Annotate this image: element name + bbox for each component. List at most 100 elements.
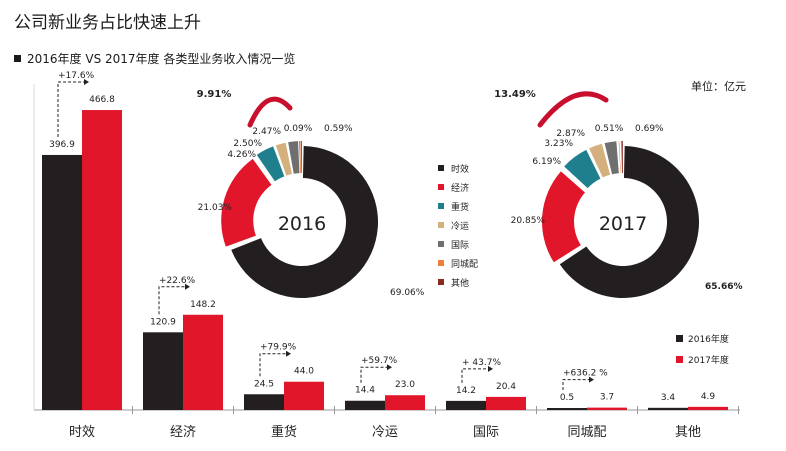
growth-arrow-line (461, 368, 488, 383)
legend-swatch-2016 (676, 335, 683, 342)
donut-slice (231, 146, 378, 298)
growth-label: +79.9% (260, 343, 297, 353)
donut-hole (580, 179, 666, 265)
donut-slice (221, 158, 272, 247)
donut-legend-swatch (438, 260, 444, 266)
donut-slice (256, 146, 285, 182)
growth-arrow-line (158, 286, 185, 315)
bar-2017-0 (82, 110, 122, 411)
highlight-arc (537, 91, 609, 128)
donut-slice (542, 171, 585, 263)
donut-slice-label: 65.66% (705, 282, 743, 292)
bar-2016-6 (648, 407, 688, 410)
value-label-2016: 14.4 (355, 386, 375, 396)
donut-legend-swatch (438, 184, 444, 190)
legend-swatch-2017 (676, 356, 683, 363)
x-tick-label: 同城配 (567, 425, 606, 440)
growth-arrow-head (387, 364, 392, 371)
donut-legend-swatch (438, 203, 444, 209)
value-label-2017: 4.9 (701, 392, 716, 402)
growth-arrow-head (185, 283, 190, 290)
donut-legend-swatch (438, 241, 444, 247)
chart-title: 公司新业务占比快速上升 (14, 13, 201, 33)
bar-2017-2 (284, 381, 324, 410)
growth-arrow-line (562, 379, 589, 390)
bar-2016-3 (345, 400, 385, 410)
value-label-2017: 466.8 (89, 95, 115, 105)
value-label-2017: 3.7 (600, 393, 614, 403)
donut-slice-label: 0.59% (324, 124, 353, 134)
donut-legend-label: 同城配 (451, 259, 478, 270)
bar-2017-3 (385, 395, 425, 410)
donut-legend-swatch (438, 165, 444, 171)
donut-slice (618, 141, 621, 174)
highlight-arc (247, 96, 293, 128)
donut-slice (275, 142, 292, 176)
growth-arrow-head (488, 365, 493, 372)
bar-2016-2 (244, 394, 284, 410)
growth-arrow-head (589, 376, 594, 383)
donut-legend-label: 国际 (451, 240, 469, 251)
donut-slice-label: 6.19% (532, 157, 561, 167)
value-label-2016: 14.2 (456, 386, 476, 396)
donut-slice-label: 2.50% (233, 139, 262, 149)
donut-slice (621, 141, 623, 174)
donut-slice-label: 0.69% (635, 124, 664, 134)
donut-slice-label: 0.51% (595, 124, 624, 134)
bar-2017-6 (688, 406, 728, 410)
bar-2016-5 (547, 408, 587, 410)
donut-slice (298, 141, 301, 174)
donut-slice (559, 146, 699, 298)
donut-slice-label: 21.03% (198, 203, 233, 213)
legend-label: 2017年度 (688, 354, 729, 366)
donut-slice (288, 141, 300, 174)
value-label-2016: 396.9 (49, 140, 75, 150)
highlight-label: 9.91% (197, 89, 232, 100)
growth-label: + 43.7% (462, 358, 501, 368)
donut-slice-label: 0.09% (284, 124, 313, 134)
growth-arrow-line (57, 81, 84, 137)
bar-2016-0 (42, 154, 82, 410)
donut-legend-label: 经济 (451, 182, 469, 194)
donut-legend-label: 时效 (451, 163, 469, 175)
growth-label: +22.6% (159, 276, 196, 286)
donut-legend-swatch (438, 279, 444, 285)
donut-slice (300, 141, 302, 174)
value-label-2017: 148.2 (190, 300, 216, 310)
donut-legend-label: 其他 (451, 277, 469, 289)
growth-arrow-line (259, 353, 286, 377)
growth-label: +59.7% (361, 356, 398, 366)
donut-slice-label: 2.87% (556, 129, 585, 139)
growth-arrow-head (286, 350, 291, 357)
x-tick-label: 国际 (473, 425, 499, 440)
donut-hole (259, 179, 345, 265)
x-tick-label: 经济 (170, 425, 196, 440)
growth-label: +636.2 % (563, 369, 608, 379)
donut-legend-label: 重货 (451, 201, 469, 213)
value-label-2016: 0.5 (560, 393, 574, 403)
donut-slice (604, 141, 619, 175)
donut-legend-swatch (438, 222, 444, 228)
growth-arrow-line (360, 366, 387, 383)
subtitle-marker (14, 55, 21, 62)
donut-slice-label: 69.06% (390, 288, 425, 298)
x-tick-label: 时效 (69, 425, 95, 440)
value-label-2017: 44.0 (294, 367, 314, 377)
x-tick-label: 其他 (675, 425, 701, 440)
bar-2017-1 (183, 314, 223, 410)
bar-2016-4 (446, 400, 486, 410)
value-label-2016: 120.9 (150, 317, 176, 327)
chart-subtitle: 2016年度 VS 2017年度 各类型业务收入情况一览 (14, 50, 295, 67)
bar-2016-1 (143, 332, 183, 410)
value-label-2017: 20.4 (496, 382, 516, 392)
donut-legend-label: 冷运 (451, 220, 469, 232)
highlight-label: 13.49% (494, 89, 536, 100)
bar-2017-4 (486, 396, 526, 410)
x-tick-label: 冷运 (372, 425, 398, 440)
subtitle-text: 2016年度 VS 2017年度 各类型业务收入情况一览 (27, 52, 296, 66)
donut-charts: 2016 69.06% 21.03% 4.26%2.50% 2.47% 0.09% 0.59… (197, 89, 743, 298)
bar-chart: 时效 396.9 466.8 +17.6% 经济 120.9 148.2 +22.6% 重货 24… (33, 71, 740, 440)
growth-label: +17.6% (58, 71, 95, 81)
